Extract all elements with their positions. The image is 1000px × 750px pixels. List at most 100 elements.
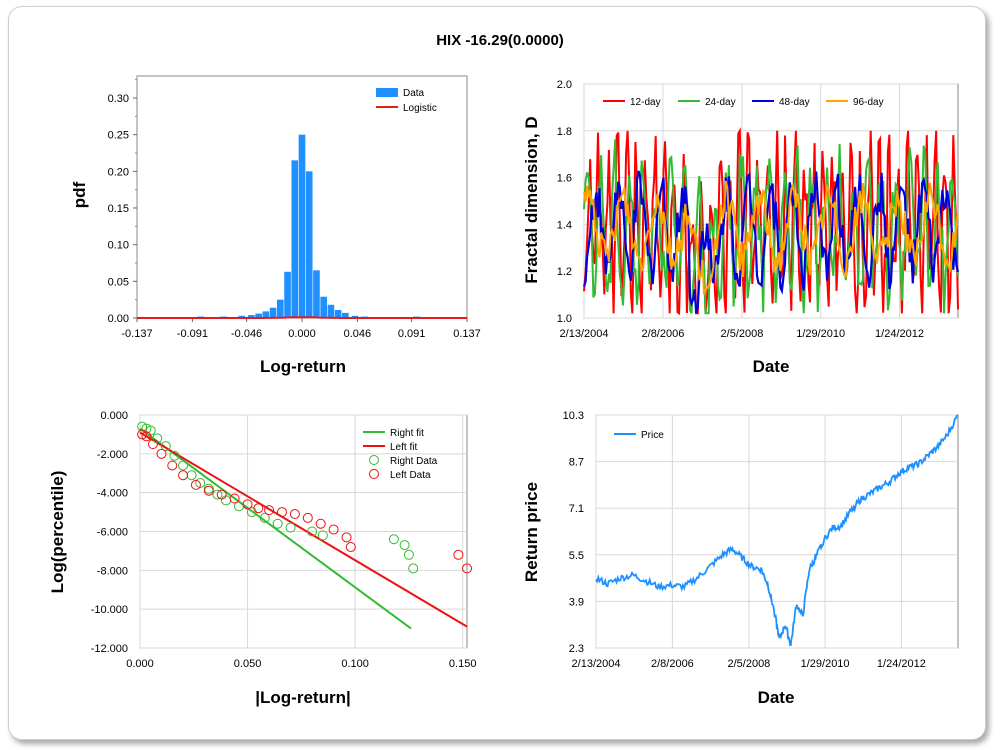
pdf-histogram-bar xyxy=(269,307,277,318)
price-x-tick-label: 2/5/2008 xyxy=(727,658,770,670)
tails-legend-label-right-data: Right Data xyxy=(390,456,438,467)
pdf-histogram-bar xyxy=(320,296,327,318)
tails-left-data-point xyxy=(264,505,275,516)
fractal-legend-label-96-day: 96-day xyxy=(853,97,884,108)
tails-left-data-point xyxy=(229,493,240,504)
tails-right-data-point xyxy=(160,441,171,452)
pdf-histogram-bar xyxy=(327,304,335,318)
fractal-legend-label-24-day: 24-day xyxy=(705,97,736,108)
pdf-histogram-bar xyxy=(313,270,320,318)
tails-left-data-point xyxy=(341,532,352,543)
pdf-histogram-bar xyxy=(298,134,306,318)
price-y-tick-label: 7.1 xyxy=(569,503,584,515)
tails-right-data-point xyxy=(178,460,189,471)
main-title: HIX -16.29(0.0000) xyxy=(436,32,564,49)
price-x-tick-label: 1/24/2012 xyxy=(877,658,926,670)
tails-left-data-point xyxy=(137,429,148,440)
fractal-y-tick-label: 1.6 xyxy=(557,173,572,185)
pdf-histogram-bar xyxy=(238,315,246,318)
pdf-histogram-bar xyxy=(277,299,284,318)
fractal-x-tick-label: 2/13/2004 xyxy=(560,328,609,340)
pdf-legend-label-logistic: Logistic xyxy=(403,103,437,114)
tails-left-data-point xyxy=(462,563,472,574)
fractal-y-tick-label: 1.8 xyxy=(557,126,572,138)
tails-left-data-point xyxy=(345,542,356,553)
pdf-legend-label-data: Data xyxy=(403,88,425,99)
tails-left-data-point xyxy=(216,489,227,500)
tails-left-data-point xyxy=(328,524,339,535)
tails-right-data-point xyxy=(285,522,296,533)
pdf-x-tick-label: -0.137 xyxy=(121,328,152,340)
price-series-line xyxy=(595,414,959,647)
tails-right-data-point xyxy=(408,563,419,574)
pdf-legend-swatch-data xyxy=(376,88,398,97)
fractal-y-tick-label: 2.0 xyxy=(557,79,572,91)
pdf-histogram-bar xyxy=(342,312,349,318)
tails-right-data-point xyxy=(259,512,270,523)
pdf-y-axis-label: pdf xyxy=(70,181,89,208)
fractal-y-tick-label: 1.0 xyxy=(557,313,572,325)
pdf-x-tick-label: 0.091 xyxy=(398,328,426,340)
tails-right-data-point xyxy=(212,489,223,500)
price-x-tick-label: 1/29/2010 xyxy=(801,658,850,670)
pdf-y-tick-label: 0.25 xyxy=(108,130,129,142)
tails-x-tick-label: 0.150 xyxy=(449,658,477,670)
fractal-x-tick-label: 2/5/2008 xyxy=(721,328,764,340)
tails-y-tick-label: -8.000 xyxy=(97,565,128,577)
pdf-x-tick-label: -0.091 xyxy=(177,328,208,340)
tails-right-data-point xyxy=(195,477,206,488)
tails-left-data-point xyxy=(203,485,214,496)
tails-y-axis-label: Log(percentile) xyxy=(48,471,67,594)
tails-x-tick-label: 0.100 xyxy=(341,658,369,670)
fractal-series-line-96-day xyxy=(583,180,959,295)
price-y-tick-label: 10.3 xyxy=(563,410,584,422)
pdf-x-axis-label: Log-return xyxy=(260,357,346,376)
tails-left-data-point xyxy=(289,509,300,520)
tails-x-tick-label: 0.050 xyxy=(234,658,262,670)
pdf-x-tick-label: 0.046 xyxy=(344,328,372,340)
price-y-tick-label: 5.5 xyxy=(569,550,584,562)
tails-left-data-point xyxy=(178,470,189,481)
tails-x-tick-label: 0.000 xyxy=(126,658,154,670)
pdf-x-tick-label: 0.137 xyxy=(453,328,481,340)
tails-y-tick-label: -12.000 xyxy=(91,643,128,655)
fractal-x-tick-label: 1/24/2012 xyxy=(875,328,924,340)
price-x-tick-label: 2/8/2006 xyxy=(651,658,694,670)
fractal-legend-label-12-day: 12-day xyxy=(630,97,661,108)
tails-legend-label-left-data: Left Data xyxy=(390,470,431,481)
fractal-series-line-12-day xyxy=(583,126,959,316)
tails-y-tick-label: -6.000 xyxy=(97,527,128,539)
price-y-tick-label: 2.3 xyxy=(569,643,584,655)
pdf-histogram-bar xyxy=(291,160,299,318)
pdf-histogram-bar xyxy=(255,313,262,318)
fractal-x-axis-label: Date xyxy=(753,357,790,376)
pdf-logistic-curve xyxy=(137,316,467,319)
tails-legend-label-right-fit: Right fit xyxy=(390,428,424,439)
tails-left-data-point xyxy=(253,503,264,514)
fractal-x-tick-label: 2/8/2006 xyxy=(642,328,685,340)
tails-right-data-point xyxy=(272,518,283,529)
pdf-y-tick-label: 0.15 xyxy=(108,203,129,215)
pdf-histogram-bar xyxy=(284,271,291,318)
price-y-tick-label: 8.7 xyxy=(569,457,584,469)
tails-y-tick-label: -10.000 xyxy=(91,604,128,616)
tails-y-tick-label: -2.000 xyxy=(97,449,128,461)
fractal-y-tick-label: 1.4 xyxy=(557,219,572,231)
price-x-tick-label: 2/13/2004 xyxy=(572,658,621,670)
tails-left-data-point xyxy=(147,439,158,450)
tails-left-data-point xyxy=(190,479,201,490)
tails-y-tick-label: 0.000 xyxy=(100,410,128,422)
tails-right-data-point xyxy=(169,450,180,461)
tails-legend-swatch-left-data xyxy=(369,469,379,479)
tails-right-data-point xyxy=(403,549,414,560)
price-x-axis-label: Date xyxy=(758,688,795,707)
tails-left-fit-line xyxy=(139,431,468,628)
tails-left-data-point xyxy=(141,431,152,442)
tails-left-data-point xyxy=(156,448,167,459)
tails-left-data-point xyxy=(453,549,464,560)
pdf-histogram-bar xyxy=(351,315,359,318)
fractal-y-tick-label: 1.2 xyxy=(557,266,572,278)
pdf-x-tick-label: -0.046 xyxy=(231,328,262,340)
tails-y-tick-label: -4.000 xyxy=(97,488,128,500)
tails-right-data-point xyxy=(307,526,318,537)
